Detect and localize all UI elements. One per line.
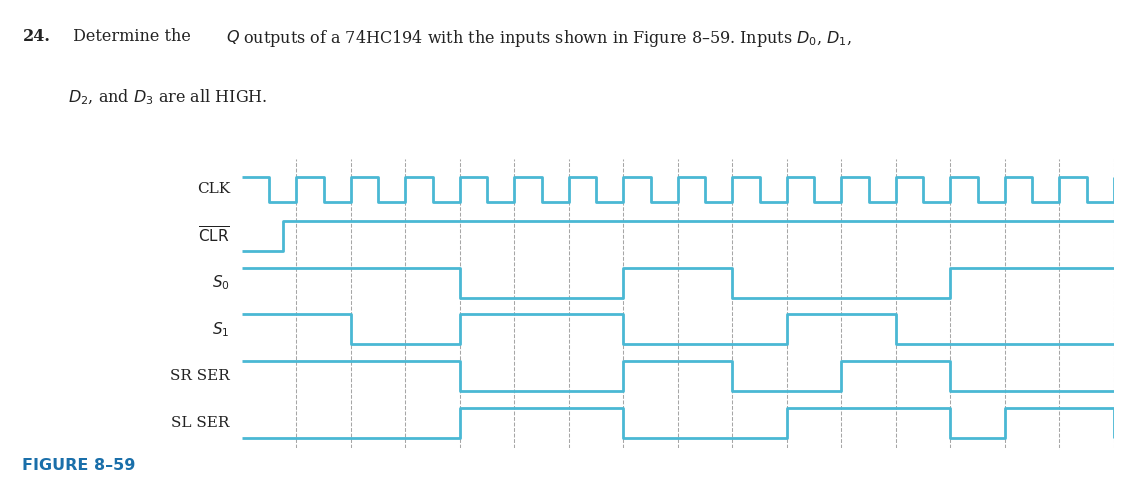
Text: $Q$: $Q$ <box>225 28 240 46</box>
Text: SR SER: SR SER <box>170 369 230 383</box>
Text: 24.: 24. <box>22 28 51 45</box>
Text: $D_2$, and $D_3$ are all HIGH.: $D_2$, and $D_3$ are all HIGH. <box>68 87 268 107</box>
Text: CLK: CLK <box>197 182 230 196</box>
Text: $S_1$: $S_1$ <box>213 320 229 339</box>
Text: $S_0$: $S_0$ <box>212 273 230 292</box>
Text: $\overline{\rm CLR}$: $\overline{\rm CLR}$ <box>198 226 230 246</box>
Text: SL SER: SL SER <box>171 415 230 429</box>
Text: outputs of a 74HC194 with the inputs shown in Figure 8–59. Inputs $D_0$, $D_1$,: outputs of a 74HC194 with the inputs sho… <box>238 28 853 50</box>
Text: Determine the: Determine the <box>68 28 196 45</box>
Text: FIGURE 8–59: FIGURE 8–59 <box>22 457 136 473</box>
